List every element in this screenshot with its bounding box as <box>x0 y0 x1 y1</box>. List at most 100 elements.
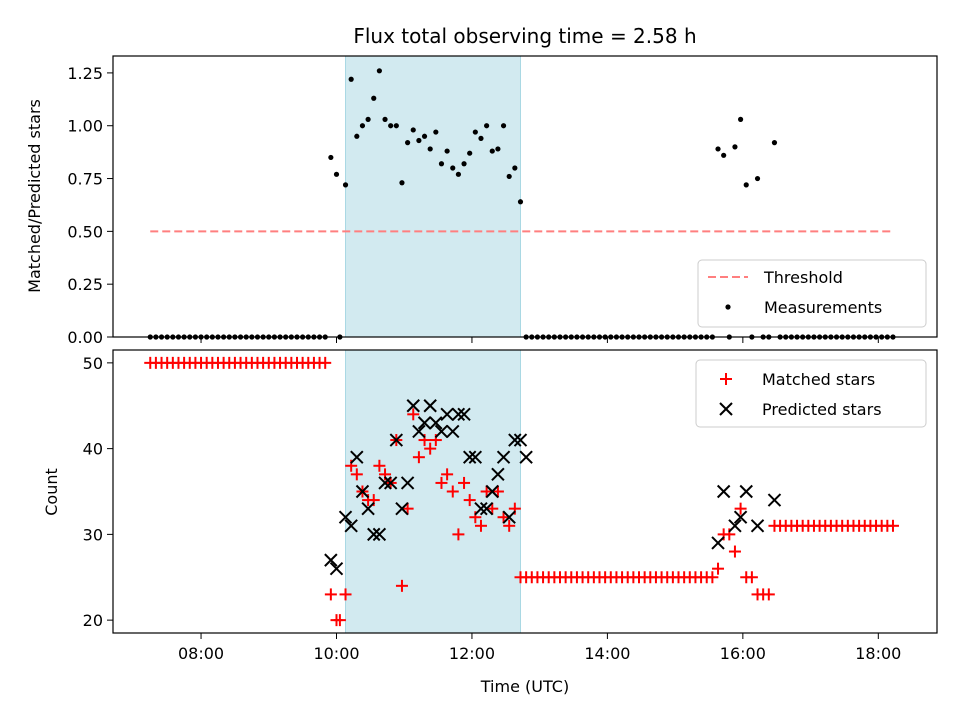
measurement-point <box>376 68 382 74</box>
measurement-point <box>495 146 501 152</box>
predicted-star-point <box>395 501 409 516</box>
x-axis-label: Time (UTC) <box>480 677 569 696</box>
measurement-point <box>421 133 428 139</box>
legend-measurements-label: Measurements <box>764 298 882 317</box>
predicted-star-point <box>513 433 528 447</box>
predicted-star-point <box>350 450 364 464</box>
matched-star-point <box>458 476 471 489</box>
x-tick-label: 10:00 <box>313 644 359 663</box>
predicted-star-point <box>502 510 516 524</box>
predicted-star-point <box>739 484 753 499</box>
predicted-star-point <box>338 510 353 524</box>
measurement-point <box>427 146 433 152</box>
bottom-y-tick-label: 40 <box>83 440 103 459</box>
measurement-point <box>472 129 478 135</box>
measurement-point <box>715 146 721 152</box>
x-tick-label: 12:00 <box>449 644 495 663</box>
matched-star-point <box>734 502 747 515</box>
measurement-point <box>517 199 524 205</box>
chart-title: Flux total observing time = 2.58 h <box>353 24 696 48</box>
measurement-point <box>455 171 462 177</box>
predicted-star-point <box>355 484 370 499</box>
bottom-x-ticks: 08:00 10:00 12:00 14:00 16:00 18:00 <box>178 633 901 663</box>
top-legend: Threshold Measurements <box>697 259 927 328</box>
matched-star-point <box>333 614 346 627</box>
measurement-point <box>416 137 422 144</box>
measurement-point <box>354 133 360 139</box>
predicted-star-point <box>440 407 454 422</box>
measurement-point <box>506 173 512 180</box>
measurement-point <box>721 152 727 158</box>
x-tick-label: 08:00 <box>178 644 224 663</box>
measurement-point <box>371 95 377 101</box>
matched-star-point <box>324 588 337 601</box>
measurement-point <box>348 76 354 82</box>
measurement-point <box>399 180 405 186</box>
legend-predicted-swatch <box>719 402 733 416</box>
legend-threshold-label: Threshold <box>763 268 843 287</box>
predicted-star-point <box>324 553 338 567</box>
measurement-point <box>393 123 399 129</box>
predicted-star-point <box>344 519 358 533</box>
measurement-point <box>489 148 495 154</box>
measurement-point <box>410 127 416 133</box>
predicted-star-point <box>457 407 471 422</box>
measurement-point <box>461 161 467 167</box>
legend-predicted-label: Predicted stars <box>762 400 882 419</box>
top-y-tick-label: 0.50 <box>67 222 103 241</box>
measurement-point <box>405 140 411 146</box>
bottom-panel: 08:00 10:00 12:00 14:00 16:00 18:00 20304050 … <box>42 349 938 696</box>
x-tick-label: 18:00 <box>855 644 901 663</box>
measurement-point <box>333 171 340 177</box>
x-tick-label: 14:00 <box>584 644 630 663</box>
measurement-point <box>365 116 371 122</box>
measurement-point <box>771 140 778 146</box>
bottom-y-ticks: 20 30 40 50 <box>83 354 113 630</box>
matched-star-point <box>452 528 465 541</box>
matched-star-point <box>745 571 758 584</box>
measurement-point <box>328 154 334 161</box>
matched-star-point <box>706 571 719 584</box>
predicted-star-point <box>479 501 494 516</box>
measurement-point <box>500 123 507 129</box>
predicted-star-point <box>750 519 765 533</box>
top-y-tick-label: 0.75 <box>67 170 103 189</box>
measurement-point <box>433 129 439 135</box>
predicted-star-point <box>711 536 725 550</box>
measurement-point <box>737 116 744 122</box>
top-y-tick-label: 1.25 <box>67 64 103 83</box>
predicted-star-point <box>406 399 420 413</box>
predicted-star-point <box>508 433 522 447</box>
matched-star-point <box>491 485 504 498</box>
predicted-star-point <box>372 527 387 542</box>
top-legend-box <box>697 259 927 328</box>
predicted-star-point <box>451 407 466 422</box>
measurement-point <box>388 123 394 129</box>
bottom-matched-points <box>144 356 899 627</box>
predicted-star-point <box>434 424 449 439</box>
predicted-star-point <box>389 433 404 447</box>
top-y-ticks: 0.00 0.25 0.50 0.75 1.00 1.25 <box>67 64 113 347</box>
matched-star-point <box>424 442 437 455</box>
predicted-star-point <box>383 476 398 490</box>
matched-star-point <box>886 519 899 532</box>
measurement-point <box>450 165 456 171</box>
bottom-legend: Matched stars Predicted stars <box>695 359 927 428</box>
matched-star-point <box>486 502 499 515</box>
matched-star-point <box>412 451 425 464</box>
matched-star-point <box>497 511 510 524</box>
matched-star-point <box>762 588 775 601</box>
legend-matched-label: Matched stars <box>762 370 875 389</box>
measurement-point <box>512 165 518 171</box>
bottom-legend-box <box>695 359 927 428</box>
matched-star-point <box>474 519 487 532</box>
predicted-star-point <box>329 561 344 576</box>
predicted-star-point <box>716 484 731 499</box>
measurement-point <box>467 150 473 156</box>
predicted-star-point <box>400 476 415 490</box>
top-shaded-interval <box>345 55 521 338</box>
x-tick-label: 16:00 <box>720 644 766 663</box>
predicted-star-point <box>767 493 782 507</box>
measurement-point <box>478 135 484 141</box>
